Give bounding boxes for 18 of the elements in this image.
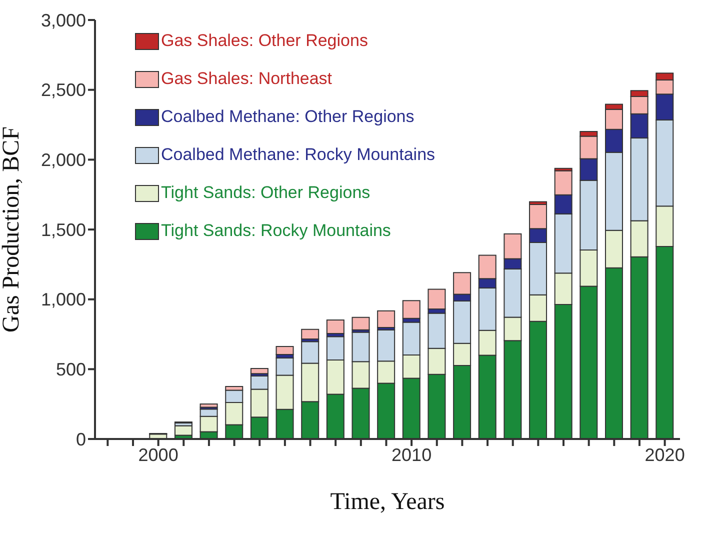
y-tick-label: 1,000	[40, 290, 86, 310]
legend-label: Coalbed Methane: Other Regions	[161, 107, 414, 127]
y-tick-label: 1,500	[40, 220, 86, 240]
legend-label: Tight Sands: Rocky Mountains	[161, 221, 391, 241]
y-tick-label: 2,000	[40, 150, 86, 170]
legend-label: Tight Sands: Other Regions	[161, 183, 370, 203]
x-tick-label: 2000	[138, 444, 178, 465]
legend-label: Gas Shales: Other Regions	[161, 31, 368, 51]
legend-label: Gas Shales: Northeast	[161, 69, 332, 89]
x-axis-title: Time, Years	[330, 489, 445, 515]
y-tick-label: 0	[76, 429, 86, 450]
legend-label: Coalbed Methane: Rocky Mountains	[161, 145, 436, 165]
y-axis-title: Gas Production, BCF	[0, 126, 25, 333]
y-tick-label: 3,000	[40, 10, 86, 30]
x-tick-label: 2020	[644, 444, 685, 465]
x-tick-label: 2010	[392, 444, 432, 465]
y-tick-label: 2,500	[40, 80, 86, 100]
y-tick-label: 500	[56, 360, 86, 380]
